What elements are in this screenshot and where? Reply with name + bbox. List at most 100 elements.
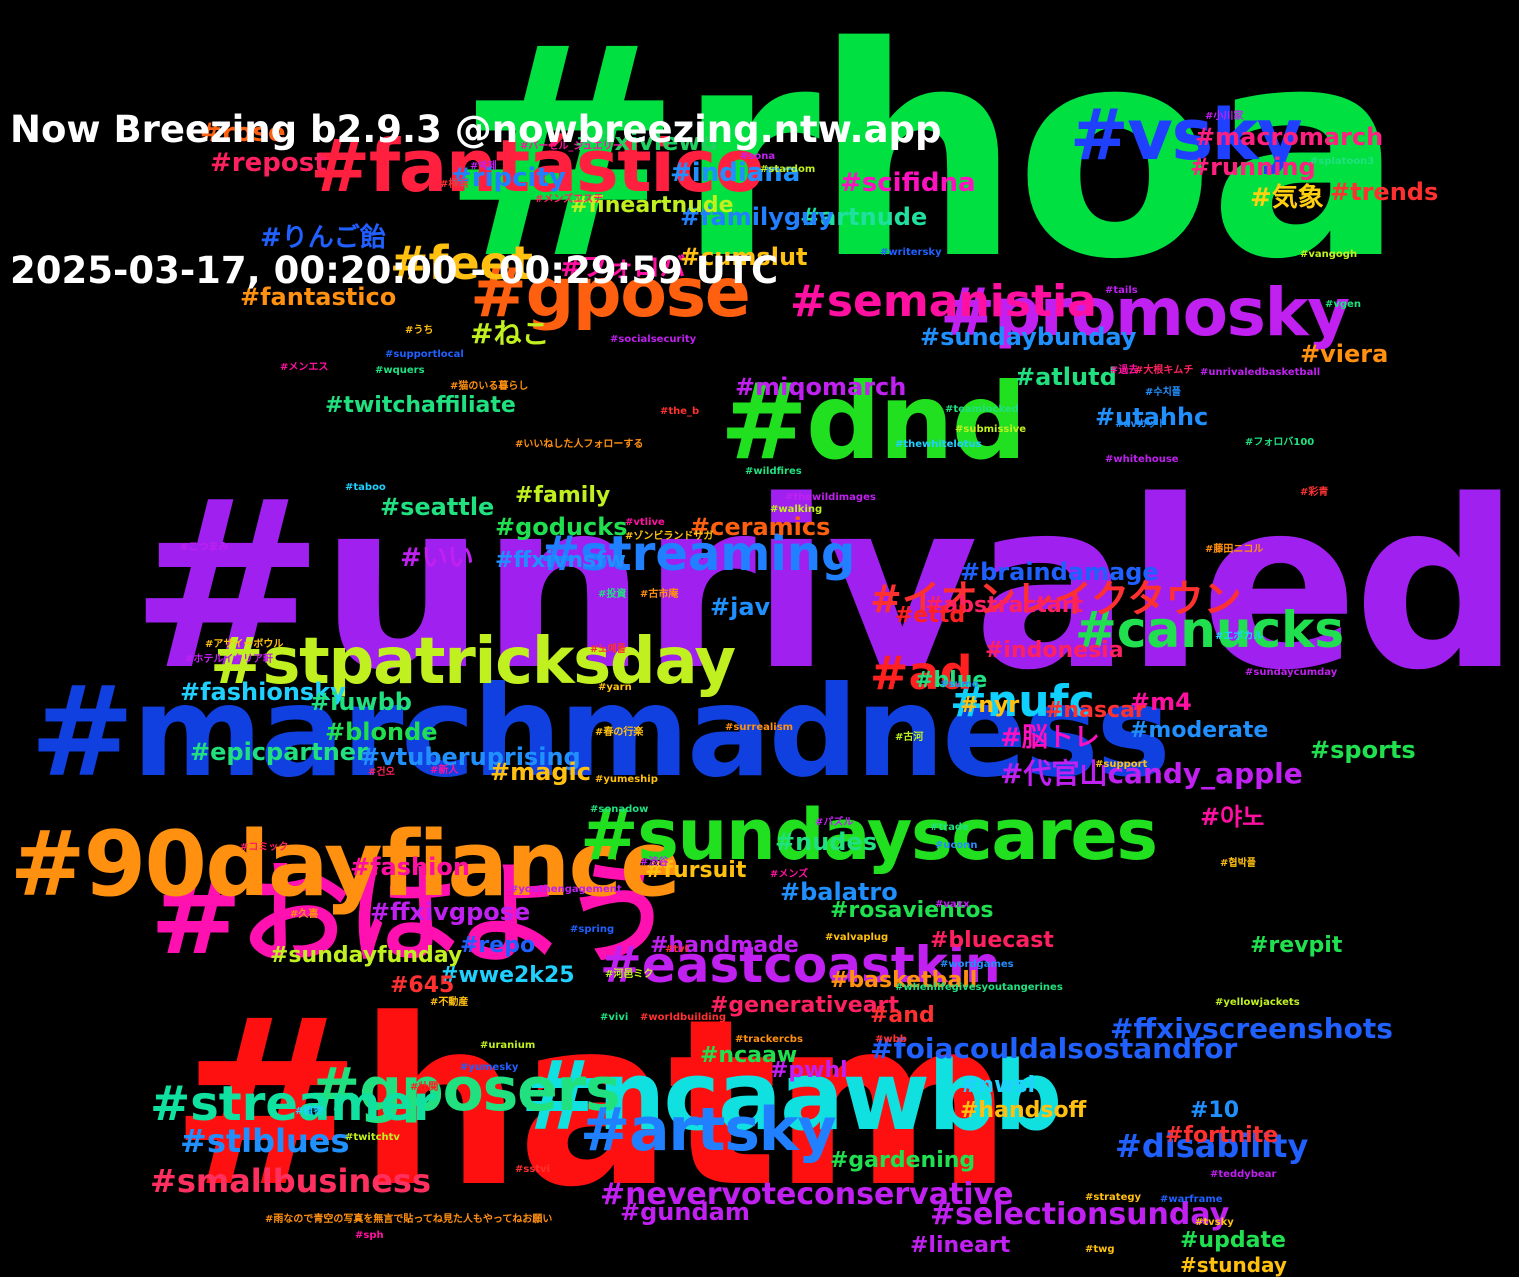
hashtag-word: #ncaawbb bbox=[520, 1042, 1062, 1152]
hashtag-word: #いいねした人フォローする bbox=[515, 439, 644, 450]
hashtag-word: #twg bbox=[1085, 1244, 1115, 1255]
hashtag-word: #revpit bbox=[1250, 933, 1343, 958]
hashtag-word: #古河 bbox=[895, 732, 924, 743]
hashtag-word: #repo bbox=[460, 933, 536, 958]
hashtag-word: #sonadow bbox=[590, 804, 649, 815]
hashtag-word: #trackercbs bbox=[735, 1034, 803, 1045]
hashtag-word: #streamer bbox=[150, 1076, 437, 1132]
hashtag-word: #iuwbb bbox=[310, 688, 412, 716]
hashtag-word: #壮関 bbox=[410, 1082, 439, 1093]
hashtag-word: #投資 bbox=[598, 589, 627, 600]
hashtag-word: #thewildimages bbox=[785, 492, 876, 503]
hashtag-word: #ripcity bbox=[450, 163, 566, 193]
hashtag-word: #walking bbox=[770, 504, 823, 515]
hashtag-word: #pwhl bbox=[770, 1058, 848, 1083]
hashtag-word: #support bbox=[1095, 759, 1148, 770]
hashtag-word: #thewhitelotus bbox=[895, 439, 982, 450]
hashtag-word: #メンエス bbox=[280, 362, 329, 373]
hashtag-word: #ゾンビランドサガ bbox=[625, 531, 714, 542]
hashtag-word: #河邑ミク bbox=[605, 969, 654, 980]
hashtag-word: #フォロバ100 bbox=[1245, 437, 1315, 448]
hashtag-word: #古市庵 bbox=[640, 589, 679, 600]
hashtag-word: #nudes bbox=[775, 828, 878, 856]
hashtag-word: #unrivaledbasketball bbox=[1200, 367, 1321, 378]
hashtag-word: #dnd bbox=[720, 361, 1027, 483]
hashtag-word: #artsky bbox=[580, 1095, 837, 1165]
hashtag-word: #vgen bbox=[1325, 299, 1361, 310]
hashtag-word: #uconn bbox=[935, 840, 978, 851]
hashtag-word: #miqomarch bbox=[735, 373, 907, 401]
hashtag-word: #whitehouse bbox=[1105, 454, 1179, 465]
hashtag-word: #fantástico bbox=[310, 124, 764, 208]
hashtag-word: #気象 bbox=[1250, 183, 1324, 213]
hashtag-word: #writersky bbox=[880, 247, 942, 258]
hashtag-word: #パズル bbox=[815, 817, 854, 828]
hashtag-word: #大根キムチ bbox=[1135, 365, 1194, 376]
hashtag-word: #trends bbox=[1330, 178, 1439, 206]
hashtag-word: #いい bbox=[400, 543, 474, 573]
hashtag-word: #rhoa bbox=[440, 0, 1404, 323]
hashtag-word: #gundam bbox=[620, 1198, 750, 1226]
hashtag-word: #scifidna bbox=[840, 168, 976, 198]
hashtag-word: #10 bbox=[1190, 1098, 1240, 1123]
hashtag-word: #nascar bbox=[1045, 698, 1146, 723]
hashtag-word: #彩青 bbox=[1300, 487, 1329, 498]
hashtag-word: #supportlocal bbox=[385, 349, 464, 360]
hashtag-word: #fineartnude bbox=[570, 193, 734, 218]
hashtag-word: #handsoff bbox=[960, 1098, 1087, 1123]
hashtag-word: #hatm bbox=[170, 971, 1013, 1238]
hashtag-word: #viera bbox=[1300, 340, 1389, 368]
hashtag-word: #atlutd bbox=[1015, 363, 1117, 391]
hashtag-word: #feet bbox=[390, 236, 533, 290]
hashtag-word: #goducks bbox=[495, 513, 628, 541]
hashtag-word: #ad bbox=[870, 646, 973, 700]
hashtag-word: #abstractart bbox=[925, 593, 1084, 618]
hashtag-word: #tvsky bbox=[1195, 1217, 1234, 1228]
hashtag-word: #藤田ニコル bbox=[1205, 544, 1264, 555]
hashtag-word: #m4 bbox=[1130, 688, 1192, 716]
hashtag-word: #uvカット bbox=[1115, 419, 1168, 430]
hashtag-word: #youthengagement bbox=[510, 884, 622, 895]
hashtag-word: #artnude bbox=[800, 203, 928, 231]
hashtag-word: #sumo bbox=[940, 679, 979, 690]
hashtag-word: #streaming bbox=[540, 526, 856, 582]
hashtag-word: #indiana bbox=[670, 158, 801, 188]
hashtag-word: #メンズ bbox=[770, 869, 809, 880]
hashtag-word: #wordgames bbox=[940, 959, 1014, 970]
hashtag-word: #stardom bbox=[760, 164, 816, 175]
hashtag-word: #過去 bbox=[1110, 365, 1139, 376]
hashtag-word: #twitchtv bbox=[345, 1132, 400, 1143]
hashtag-word: #노예플 bbox=[590, 644, 626, 655]
hashtag-word: #stunday bbox=[1180, 1253, 1287, 1277]
hashtag-word: #spring bbox=[570, 924, 615, 935]
hashtag-word: #yumeship bbox=[595, 774, 658, 785]
hashtag-word: #フォロバ bbox=[560, 253, 686, 283]
hashtag-word: #wwe2k25 bbox=[440, 963, 575, 988]
hashtag-word: #epicpartner bbox=[190, 738, 368, 766]
hashtag-word: #수치플 bbox=[1145, 387, 1181, 398]
hashtag-word: #fortnite bbox=[1165, 1123, 1279, 1148]
hashtag-word: #협박플 bbox=[1220, 858, 1256, 869]
hashtag-word: #アサイーボウル bbox=[205, 639, 284, 650]
hashtag-word: #ホテルイタリア軒 bbox=[185, 654, 273, 665]
hashtag-word: #植物 bbox=[295, 1106, 324, 1117]
hashtag-word: #socialsecurity bbox=[610, 334, 697, 345]
hashtag-word: #stpatricksday bbox=[210, 625, 736, 699]
hashtag-word: #sona bbox=[740, 151, 776, 162]
hashtag-word: #vsky bbox=[1070, 94, 1303, 176]
hashtag-word: #ettd bbox=[895, 603, 966, 628]
hashtag-word: #trade bbox=[930, 822, 969, 833]
hashtag-word: #横浜 bbox=[440, 179, 469, 190]
hashtag-word: #tails bbox=[1105, 285, 1138, 296]
hashtag-word: #脳トレ bbox=[1000, 723, 1100, 753]
hashtag-word: #エボカル bbox=[1215, 631, 1264, 642]
hashtag-word: #familyguy bbox=[680, 203, 834, 231]
hashtag-word: #family bbox=[515, 483, 611, 508]
hashtag-word: #magic bbox=[490, 758, 591, 786]
hashtag-word: #vaxx bbox=[935, 899, 970, 910]
hashtag-word: #猫のいる暮らし bbox=[450, 381, 529, 392]
hashtag-word: #fursuit bbox=[645, 858, 747, 883]
hashtag-word: #バーゼル_ジュエリー bbox=[520, 141, 623, 152]
hashtag-word: #macromarch bbox=[1195, 123, 1384, 151]
